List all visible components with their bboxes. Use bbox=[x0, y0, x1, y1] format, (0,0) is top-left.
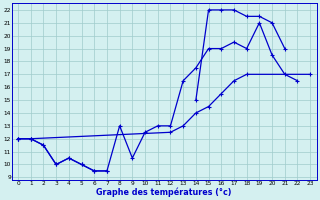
X-axis label: Graphe des températures (°c): Graphe des températures (°c) bbox=[96, 187, 232, 197]
